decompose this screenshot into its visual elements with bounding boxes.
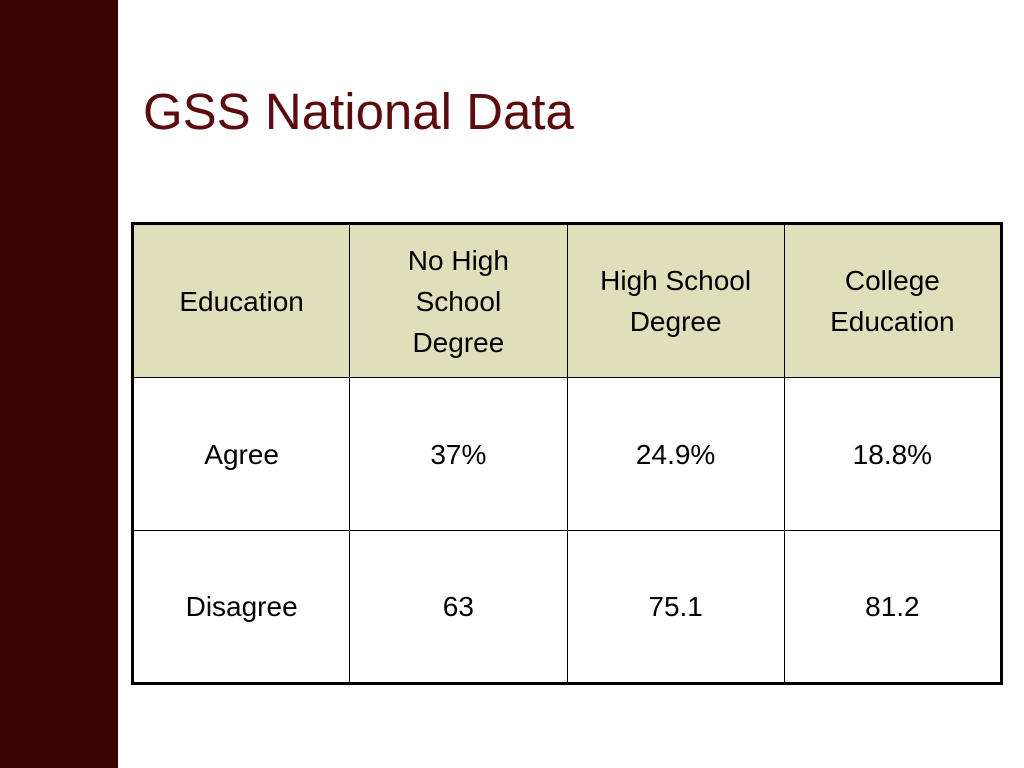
table-cell: 81.2 — [783, 530, 1003, 684]
table-cell: 37% — [349, 377, 568, 531]
table-cell: 75.1 — [566, 530, 785, 684]
header-row: Education No High School Degree High Schoo… — [131, 223, 1003, 378]
table-cell: 63 — [349, 530, 568, 684]
row-label: Disagree — [131, 530, 351, 684]
header-cell: Education — [131, 223, 351, 378]
data-table: Education No High School Degree High Schoo… — [131, 222, 1003, 685]
row-label: Agree — [131, 377, 351, 531]
slide-title: GSS National Data — [143, 83, 574, 140]
table-row: Disagree 63 75.1 81.2 — [131, 530, 1003, 684]
table-cell: 24.9% — [566, 377, 785, 531]
header-cell: No High School Degree — [349, 223, 568, 378]
table-header: Education No High School Degree High Schoo… — [131, 223, 1003, 378]
header-cell: College Education — [783, 223, 1003, 378]
table-cell: 18.8% — [783, 377, 1003, 531]
header-cell: High School Degree — [566, 223, 785, 378]
sidebar — [0, 0, 118, 768]
table-row: Agree 37% 24.9% 18.8% — [131, 377, 1003, 531]
table-body: Agree 37% 24.9% 18.8% Disagree 63 75.1 81.2 — [131, 377, 1003, 684]
